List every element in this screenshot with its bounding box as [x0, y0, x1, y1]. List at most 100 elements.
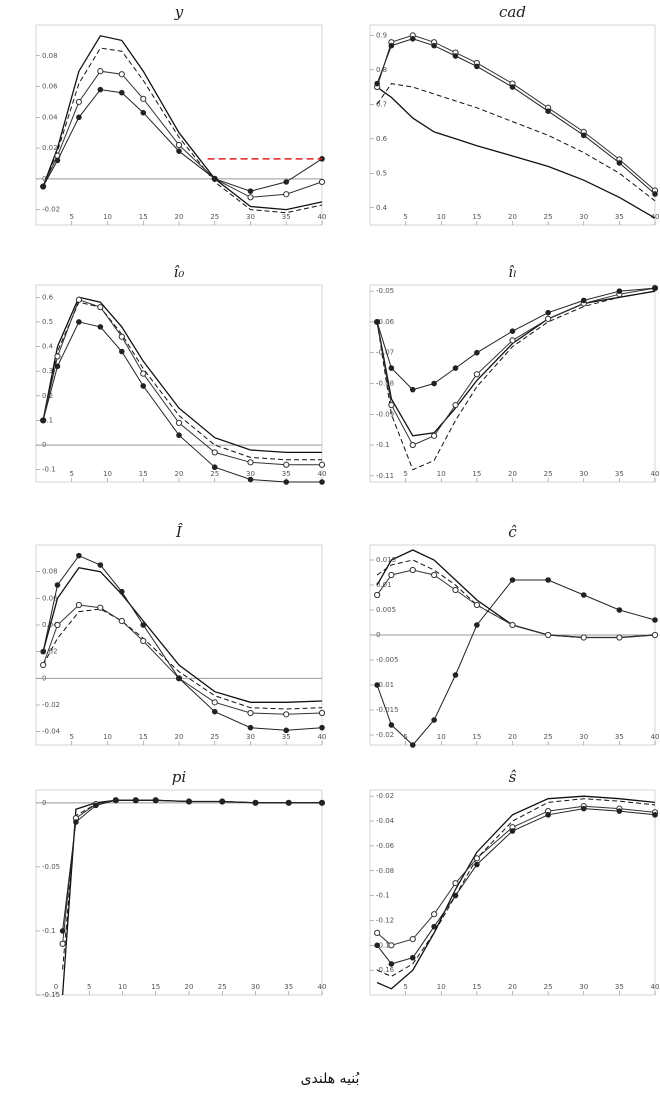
y-tick-label: -0.1 — [376, 892, 390, 900]
point — [545, 812, 551, 818]
y-tick-label: -0.07 — [376, 349, 394, 357]
point — [97, 304, 104, 311]
y-tick-label: 0.3 — [42, 367, 53, 375]
panel: cad 0.4 0.5 0.6 0.7 0.8 0.9 5 10 15 20 25 30 35 40 — [369, 3, 660, 226]
point — [59, 928, 66, 934]
y-tick-label: -0.04 — [42, 728, 61, 736]
series-line — [376, 795, 656, 990]
x-tick-label: 10 — [103, 470, 112, 478]
series-line — [376, 805, 656, 946]
y-tick-label: -0.02 — [376, 792, 394, 800]
x-tick-label: 40 — [318, 213, 327, 221]
x-tick-label: 20 — [508, 983, 517, 991]
series-line — [42, 321, 322, 483]
point — [452, 880, 459, 887]
x-tick-label: 25 — [544, 733, 553, 741]
point — [319, 800, 325, 806]
point — [283, 711, 290, 718]
y-tick-label: -0.04 — [376, 817, 395, 825]
x-tick-label: 40 — [651, 983, 660, 991]
panel-title: î₀ — [174, 263, 185, 281]
y-tick-label: 0.08 — [42, 568, 58, 576]
point — [388, 42, 395, 49]
point — [140, 95, 147, 102]
point — [54, 621, 61, 629]
x-tick-label: 40 — [651, 470, 660, 478]
point — [616, 808, 623, 814]
x-tick-label: 35 — [615, 733, 624, 741]
point — [283, 461, 290, 468]
point — [140, 109, 147, 116]
x-tick-label: 35 — [282, 470, 291, 478]
series-line — [376, 808, 656, 965]
x-tick-label: 35 — [282, 733, 291, 741]
y-tick-label: -0.05 — [376, 287, 394, 295]
point — [119, 348, 125, 355]
point — [452, 401, 459, 409]
point — [374, 929, 381, 936]
point — [211, 449, 218, 456]
x-tick-label: 30 — [246, 733, 255, 741]
x-tick-label: 35 — [284, 983, 293, 991]
series-line — [42, 604, 323, 715]
point — [388, 722, 395, 728]
point — [431, 571, 438, 579]
series-line — [42, 35, 323, 211]
series-line — [376, 549, 656, 639]
x-tick-label: 15 — [472, 213, 481, 221]
x-tick-label: 20 — [508, 470, 517, 478]
point — [509, 621, 516, 629]
point — [509, 328, 516, 334]
point — [283, 479, 290, 485]
x-tick-label: 40 — [651, 213, 660, 221]
x-tick-label: 20 — [175, 733, 184, 741]
x-tick-label: 25 — [210, 213, 219, 221]
point — [409, 386, 416, 393]
y-tick-label: 0.005 — [376, 606, 396, 614]
x-tick-label: 15 — [139, 733, 148, 741]
x-tick-label: 15 — [151, 983, 160, 991]
panel-title: y — [174, 3, 184, 21]
series-line — [62, 799, 322, 944]
series-line — [376, 83, 656, 202]
y-tick-label: 0.1 — [42, 416, 53, 424]
point — [580, 297, 587, 304]
x-tick-label: 15 — [139, 213, 148, 221]
x-tick-label: 10 — [118, 983, 127, 991]
point — [509, 828, 516, 834]
point — [473, 601, 480, 609]
point — [75, 601, 83, 609]
y-tick-label: 0.08 — [42, 52, 58, 60]
point — [252, 800, 259, 806]
point — [431, 717, 437, 723]
point — [409, 935, 416, 943]
point — [388, 401, 395, 409]
x-tick-label: 25 — [544, 983, 553, 991]
x-tick-label: 5 — [403, 733, 407, 741]
point — [409, 742, 416, 748]
y-tick-label: 0.02 — [42, 648, 58, 656]
x-tick-label: 40 — [318, 733, 327, 741]
point — [473, 855, 480, 862]
point — [431, 42, 437, 49]
point — [580, 805, 587, 812]
point — [474, 622, 480, 628]
point — [176, 432, 182, 439]
y-tick-label: -0.15 — [42, 991, 60, 999]
x-tick-label: 20 — [175, 213, 184, 221]
point — [431, 380, 437, 387]
point — [452, 53, 459, 59]
point — [473, 371, 480, 378]
x-tick-label: 10 — [437, 213, 446, 221]
x-tick-label: 25 — [544, 213, 553, 221]
point — [652, 191, 658, 197]
point — [118, 71, 125, 78]
x-tick-label: 25 — [210, 733, 219, 741]
y-tick-label: 0.04 — [42, 113, 58, 121]
x-tick-label: 5 — [70, 733, 74, 741]
y-tick-label: -0.11 — [376, 472, 394, 480]
y-tick-label: -0.16 — [376, 966, 395, 974]
y-tick-label: -0.1 — [42, 927, 56, 935]
point — [616, 607, 623, 613]
point — [388, 571, 395, 579]
